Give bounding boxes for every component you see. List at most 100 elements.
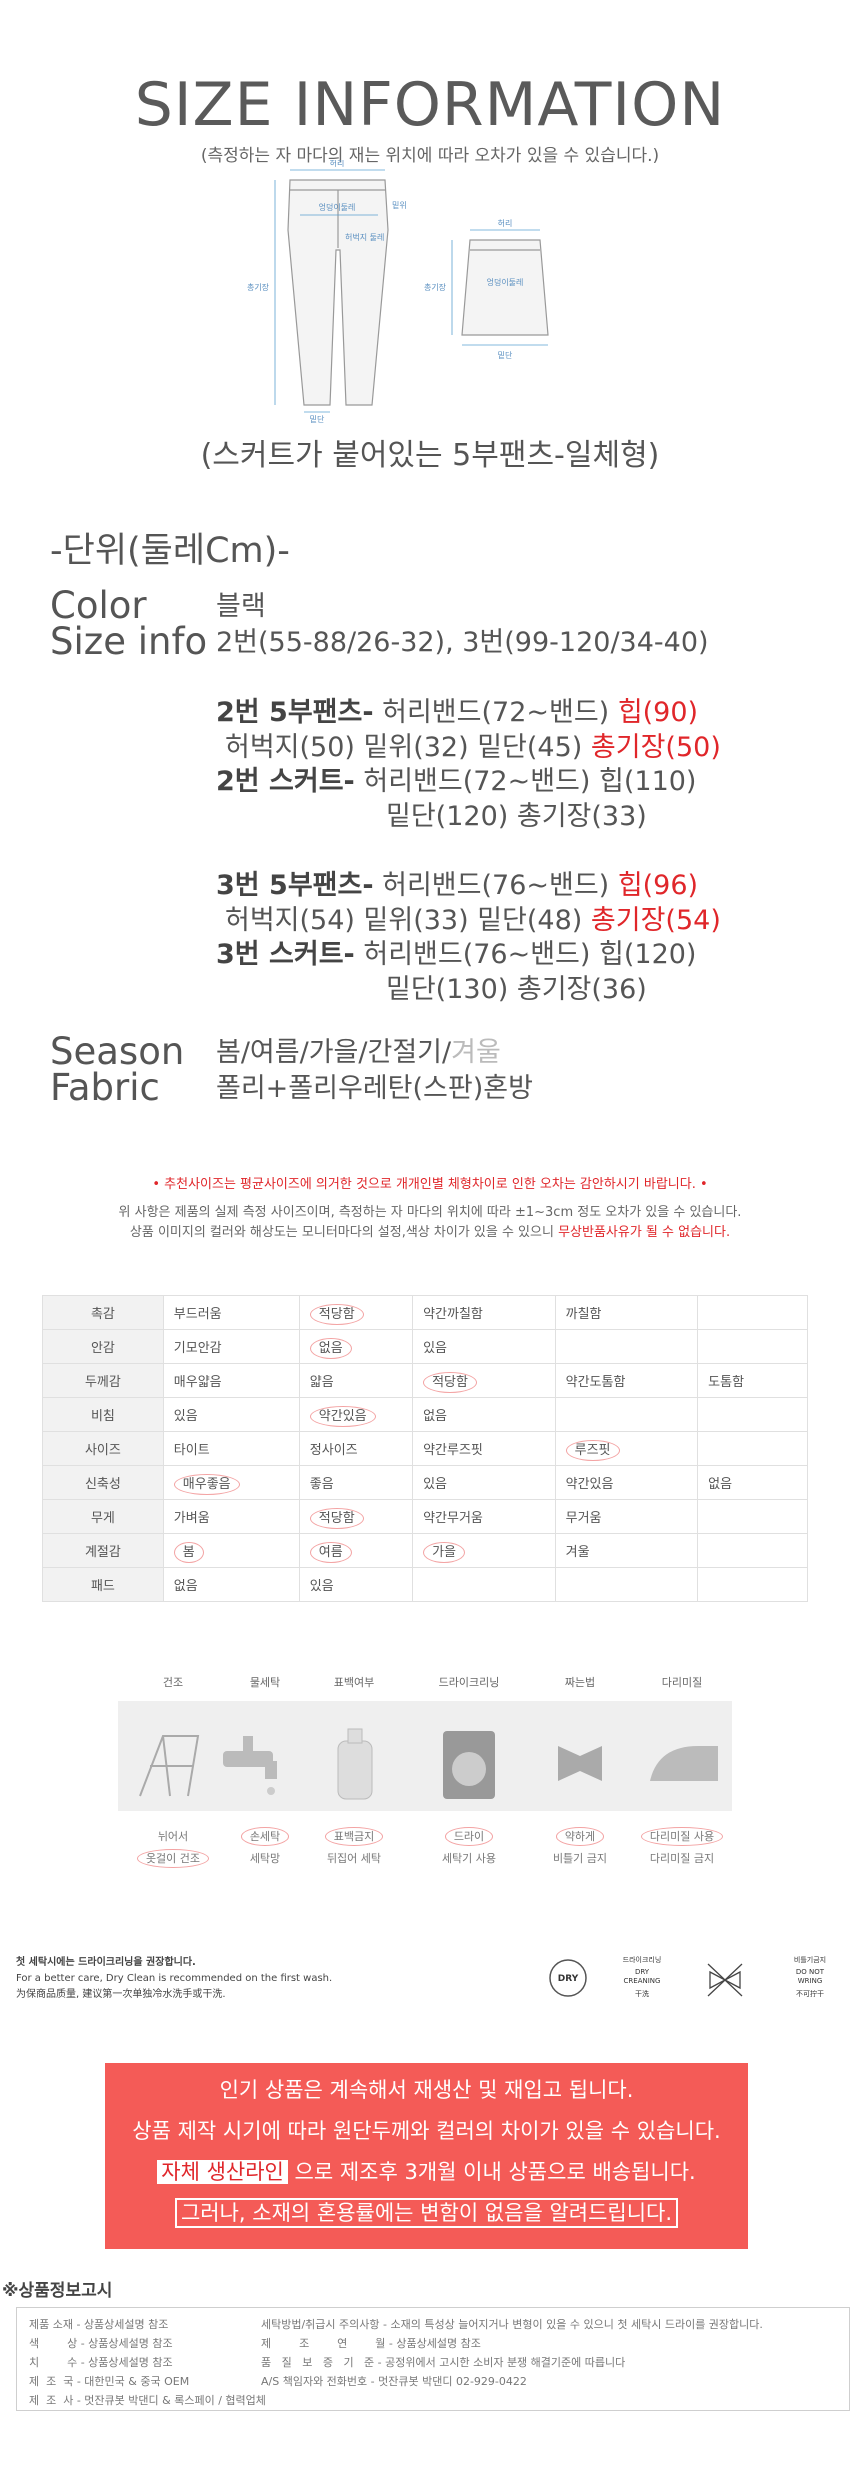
option: 매우좋음 [173, 1474, 240, 1495]
care-name: 표백여부 [333, 1676, 375, 1689]
table-cell: 무거움 [554, 1499, 699, 1534]
care-option-row: 다리미질 사용 [627, 1826, 737, 1848]
table-cell: 없음 [697, 1465, 808, 1500]
notice-warn: 무상반품사유가 될 수 없습니다. [558, 1225, 731, 1240]
care-option-row: 약하게 [525, 1826, 635, 1848]
season-off: 겨울 [451, 1037, 501, 1068]
table-row: 촉감 부드러움 적당함 약간까칠함 까칠함 [42, 1295, 808, 1330]
dryclean-icon [443, 1731, 495, 1799]
option: 적당함 [423, 1372, 477, 1393]
option: 있음 [309, 1579, 334, 1594]
table-cell [554, 1329, 699, 1364]
banner-highlight: 자체 생산라인 [157, 2160, 288, 2184]
wring-icon [558, 1746, 602, 1781]
row-label: 안감 [42, 1329, 164, 1364]
banner-line: 인기 상품은 계속해서 재생산 및 재입고 됩니다. [219, 2078, 634, 2102]
pants-drawing [287, 179, 389, 406]
row-label: 비침 [42, 1397, 164, 1432]
table-cell: 타이트 [162, 1431, 300, 1466]
table-cell [697, 1431, 808, 1466]
table-cell: 약간루즈핏 [412, 1431, 556, 1466]
option: 약간무거움 [423, 1511, 483, 1526]
care-option-row: 비틀기 금지 [525, 1848, 635, 1870]
dry-icons: DRY 드라이크리닝 DRY CREANING 干洗 비틀기금지 DO NOT … [549, 1955, 826, 1998]
table-cell: 매우좋음 [162, 1465, 300, 1500]
table-cell: 있음 [412, 1465, 556, 1500]
pants-measure-lines [274, 169, 385, 413]
table-cell: 기모안감 [162, 1329, 300, 1364]
table-cell: 없음 [412, 1397, 556, 1432]
option: 약간있음 [565, 1477, 614, 1492]
spec-value: 봄/여름/가을/간절기/겨울 [216, 1036, 501, 1070]
dry-chinese: 为保商品质量, 建议第一次单独冷水洗手或干洗. [16, 1989, 226, 2000]
washing-icon [223, 1736, 277, 1795]
care-option: 세탁기 사용 [441, 1852, 497, 1865]
table-row: 두께감 매우얇음 얇음 적당함 약간도톰함 도톰함 [42, 1363, 808, 1398]
care-option: 뉘어서 [157, 1830, 189, 1843]
skirt-label: 밑단 [498, 350, 513, 360]
info-title: ※상품정보고시 [2, 2281, 113, 2301]
pants-spec: 허리밴드(76~밴드) [373, 870, 618, 901]
pants-spec: 허리밴드(72~밴드) [373, 697, 618, 728]
table-cell: 없음 [298, 1329, 414, 1364]
dry-clean-icon-text: 드라이크리닝 [623, 1955, 662, 1964]
table-cell: 도톰함 [697, 1363, 808, 1398]
care-box [118, 1701, 732, 1811]
option: 가벼움 [173, 1511, 210, 1526]
option: 적당함 [309, 1508, 364, 1529]
option: 있음 [423, 1477, 448, 1492]
table-cell [697, 1329, 808, 1364]
pants-spec: 허벅지(54) 밑위(33) 밑단(48) [225, 905, 591, 936]
spec-label: Size info [50, 620, 208, 663]
dry-icon-text: DRY [558, 1974, 579, 1984]
table-cell [697, 1567, 808, 1602]
info-left: 제 조 국 - 대한민국 & 중국 OEM [29, 2375, 190, 2388]
banner-line: 그러나, 소재의 혼용률에는 변함이 없음을 알려드립니다. [105, 2194, 748, 2233]
table-cell [554, 1567, 699, 1602]
pants-hip: 힙(96) [617, 870, 699, 901]
size-line: 밑단(120) 총기장(33) [386, 801, 647, 832]
option: 무거움 [565, 1511, 602, 1526]
pants-title: 2번 5부팬츠- [216, 697, 374, 728]
table-cell: 루즈핏 [554, 1431, 699, 1466]
care-icons [118, 1701, 732, 1811]
option: 여름 [309, 1542, 352, 1563]
care-option-row: 다리미질 금지 [627, 1848, 737, 1870]
care-option: 비틀기 금지 [552, 1852, 608, 1865]
table-cell [697, 1295, 808, 1330]
product-type: (스커트가 붙어있는 5부팬츠-일체형) [200, 438, 660, 473]
row-label: 패드 [42, 1567, 164, 1602]
restock-banner: 인기 상품은 계속해서 재생산 및 재입고 됩니다. 상품 제작 시기에 따라 … [105, 2063, 748, 2249]
table-cell: 까칠함 [554, 1295, 699, 1330]
option: 없음 [423, 1409, 448, 1424]
pants-label: 밑단 [310, 414, 325, 424]
table-row: 비침 있음 약간있음 없음 [42, 1397, 808, 1432]
care-name: 드라이크리닝 [438, 1676, 500, 1689]
care-col: 표백금지 뒤집어 세탁 [299, 1826, 409, 1870]
notice-measure: 위 사항은 제품의 실제 측정 사이즈이며, 측정하는 자 마다의 위치에 따라… [118, 1205, 742, 1220]
table-cell: 좋음 [298, 1465, 414, 1500]
care-option-row: 드라이 [414, 1826, 524, 1848]
size-line: 밑단(130) 총기장(36) [386, 974, 647, 1005]
skirt-label: 엉덩이둘레 [487, 277, 524, 287]
banner-boxed: 그러나, 소재의 혼용률에는 변함이 없음을 알려드립니다. [174, 2198, 679, 2228]
row-label: 계절감 [42, 1533, 164, 1568]
care-option: 표백금지 [324, 1827, 384, 1846]
table-cell [412, 1567, 556, 1602]
title: SIZE INFORMATION [134, 70, 726, 140]
table-row: 패드 없음 있음 [42, 1567, 808, 1602]
option: 타이트 [173, 1443, 210, 1458]
info-right: 제 조 연 월 - 상품상세설명 참조 [261, 2337, 481, 2350]
dry-english: For a better care, Dry Clean is recommen… [16, 1973, 333, 1984]
info-left: 색 상 - 상품상세설명 참조 [29, 2337, 173, 2350]
option: 기모안감 [173, 1341, 222, 1356]
care-option: 다리미질 금지 [649, 1852, 715, 1865]
option: 얇음 [309, 1375, 334, 1390]
care-option-row: 뉘어서 [118, 1826, 228, 1848]
info-right: 품 질 보 증 기 준 - 공정위에서 고시한 소비자 분쟁 해결기준에 따릅니… [261, 2356, 626, 2369]
pants-label: 총기장 [247, 282, 270, 292]
table-cell: 가을 [412, 1533, 556, 1568]
table-row: 신축성 매우좋음 좋음 있음 약간있음 없음 [42, 1465, 808, 1500]
